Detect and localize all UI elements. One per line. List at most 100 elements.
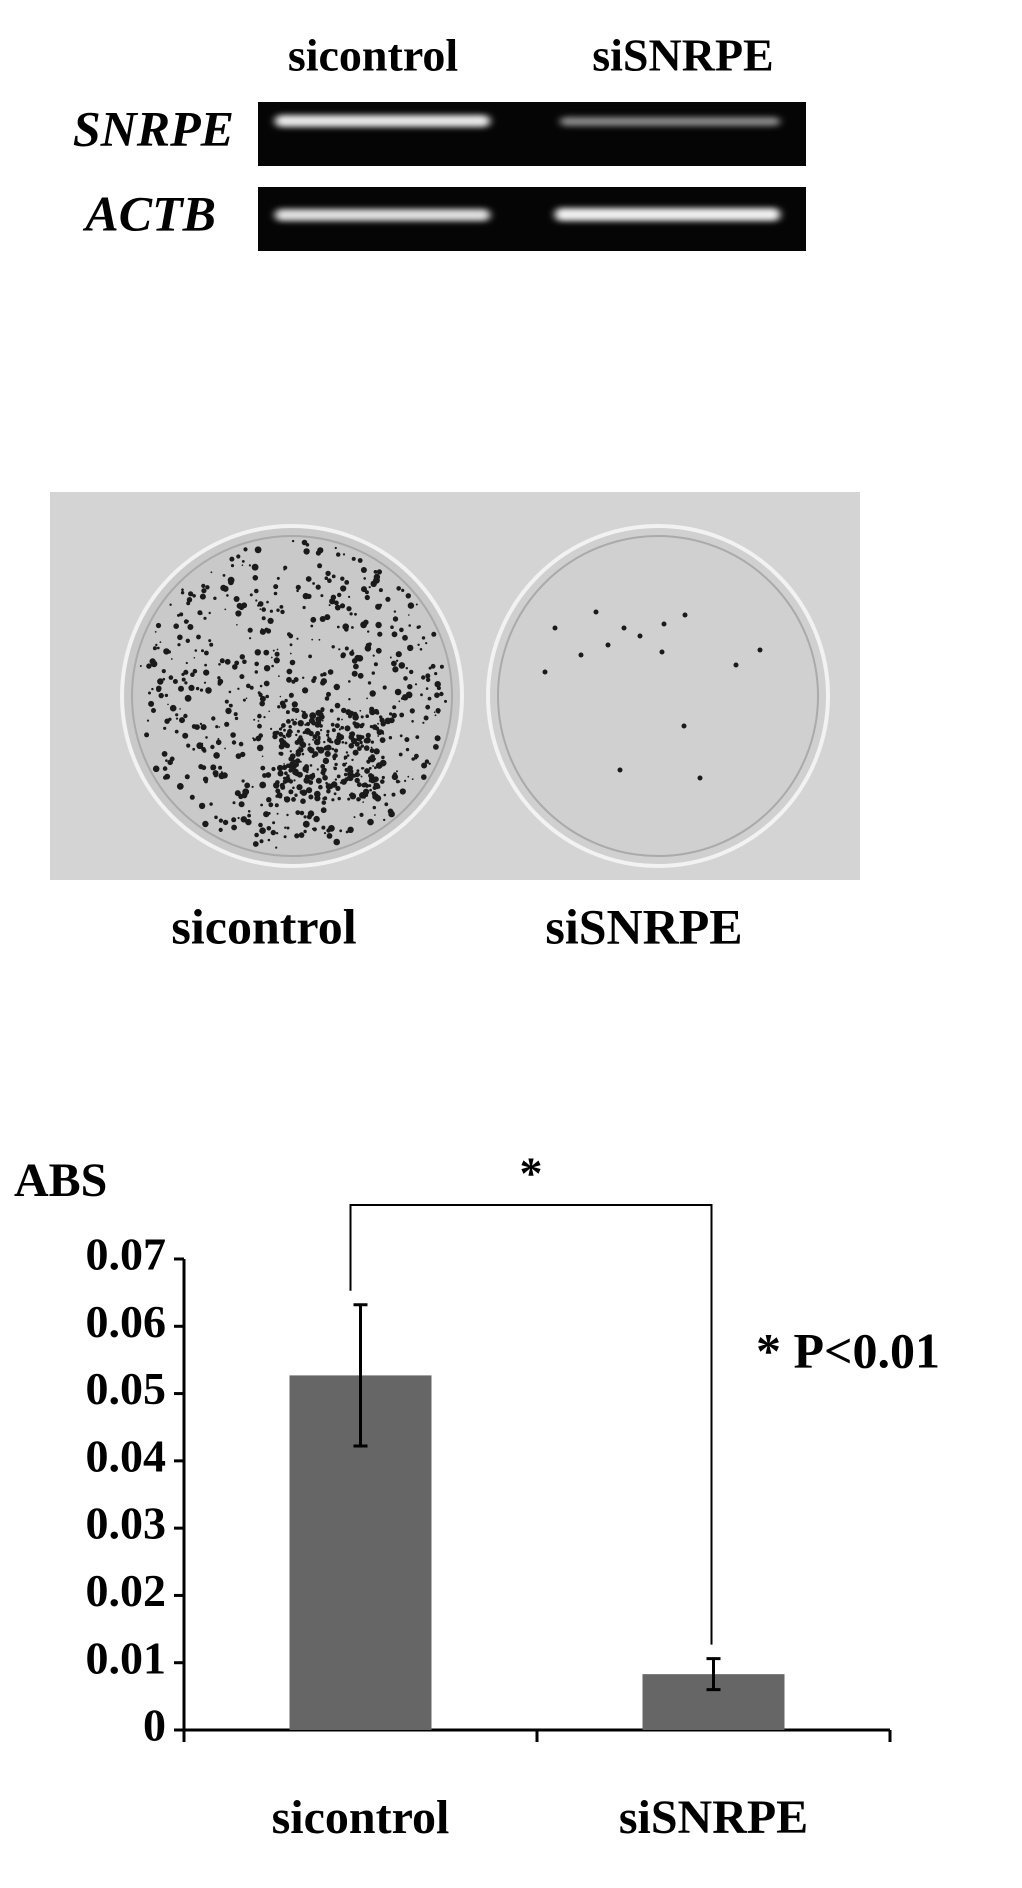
colony [344, 741, 348, 745]
colony [169, 704, 177, 712]
colony [222, 574, 226, 577]
colony [345, 769, 349, 773]
colony [384, 717, 392, 725]
colony [405, 691, 413, 699]
colony [320, 807, 327, 814]
colony [345, 709, 352, 716]
colony [363, 577, 367, 580]
colony [159, 641, 162, 643]
colony [296, 784, 303, 791]
y-tick-label: 0.04 [86, 1430, 167, 1481]
colony [375, 621, 382, 629]
colony [392, 705, 397, 710]
colony [229, 556, 235, 562]
colony [328, 825, 335, 832]
colony [190, 672, 195, 677]
colony [290, 730, 293, 734]
colony [280, 609, 285, 615]
colony [621, 625, 627, 631]
colony [245, 697, 248, 700]
colony [272, 730, 278, 737]
x-tick-label: sicontrol [272, 1791, 450, 1844]
colony [306, 770, 309, 774]
colony [269, 609, 273, 613]
colony [334, 778, 338, 781]
colony [164, 693, 169, 698]
colony [348, 595, 351, 599]
plate-rim [497, 535, 819, 857]
colony [289, 750, 292, 753]
colony [389, 712, 393, 716]
colony [333, 753, 338, 759]
colony [238, 801, 245, 808]
colony [364, 594, 370, 601]
colony [354, 777, 360, 784]
colony [172, 679, 178, 684]
colony [314, 740, 318, 745]
colony [369, 788, 372, 792]
colony [391, 631, 398, 638]
colony [578, 652, 584, 658]
colony [331, 574, 336, 579]
colony [428, 762, 431, 765]
colony [156, 685, 162, 692]
colony [423, 715, 429, 721]
colony [371, 776, 378, 783]
colony [344, 580, 350, 585]
colony [420, 693, 423, 697]
colony [334, 702, 341, 709]
colony [263, 665, 271, 672]
colony [341, 718, 343, 721]
colony [325, 570, 331, 577]
colony [286, 826, 290, 830]
colony [348, 743, 355, 749]
colony [364, 783, 370, 788]
colony [311, 678, 316, 684]
colony [208, 611, 211, 615]
colony [343, 772, 348, 777]
colony [201, 583, 206, 589]
colony [236, 554, 241, 559]
colony [295, 810, 301, 815]
colony [148, 691, 151, 695]
colony [395, 659, 399, 662]
colony [327, 736, 330, 739]
colony [276, 792, 283, 799]
colony [359, 740, 363, 745]
colony [268, 802, 274, 808]
colony [350, 737, 358, 745]
colony [324, 750, 331, 758]
colony [265, 628, 272, 634]
colony [302, 731, 306, 735]
colony [192, 747, 196, 751]
colony [296, 771, 303, 778]
colony [245, 818, 252, 826]
colony [338, 648, 341, 651]
colony [352, 714, 359, 721]
colony [347, 765, 353, 772]
colony [327, 578, 332, 583]
colony [356, 797, 361, 802]
colony [292, 786, 295, 790]
colony [317, 737, 321, 741]
colony [347, 714, 353, 719]
colony [304, 723, 307, 726]
colony [284, 698, 288, 703]
colony [617, 767, 623, 773]
colony [364, 737, 371, 744]
colony [164, 718, 170, 724]
colony [434, 714, 437, 717]
colony [422, 721, 425, 724]
colony [435, 708, 441, 714]
colony [302, 687, 309, 694]
colony [381, 775, 385, 780]
colony [364, 590, 369, 595]
colony [392, 616, 399, 622]
colony [286, 813, 289, 817]
colony [291, 679, 296, 684]
colony [181, 677, 186, 682]
colony [279, 751, 284, 756]
colony [199, 593, 206, 600]
colony [230, 732, 236, 738]
